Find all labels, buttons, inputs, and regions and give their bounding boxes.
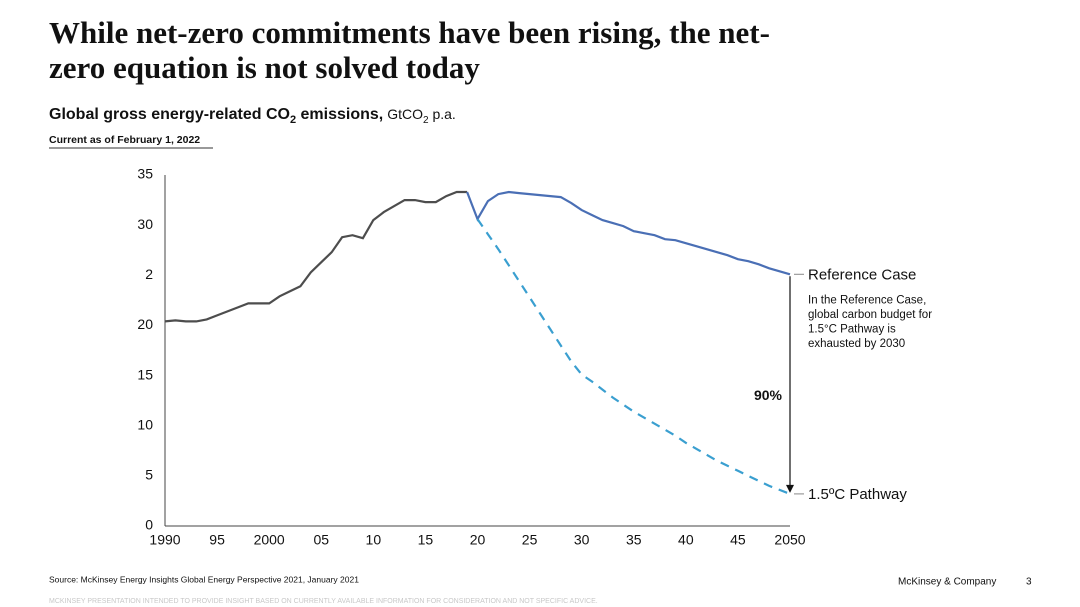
y-tick-label: 15 (137, 366, 153, 382)
y-tick-label: 10 (137, 416, 153, 432)
subtitle-part: 2 (290, 114, 296, 126)
series-line (466, 190, 791, 276)
x-tick-label: 20 (470, 532, 486, 548)
y-tick-label: 5 (145, 467, 153, 483)
unit-part: p.a. (429, 106, 456, 122)
gap-label: 90% (754, 387, 783, 403)
gap-arrowhead (786, 484, 794, 493)
unit-part: GtCO (387, 106, 423, 122)
subtitle-part: emissions, (296, 106, 383, 123)
x-tick-label: 45 (730, 532, 746, 548)
title-line: zero equation is not solved today (49, 50, 480, 85)
title-line: While net-zero commitments have been ris… (49, 15, 770, 50)
x-tick-label: 40 (678, 532, 694, 548)
y-tick-label: 20 (137, 316, 153, 332)
note-line: In the Reference Case, (808, 294, 926, 306)
x-tick-label: 10 (366, 532, 382, 548)
source: Source: McKinsey Energy Insights Global … (49, 574, 359, 584)
y-tick-label: 30 (137, 216, 153, 232)
unit-part: 2 (423, 115, 429, 126)
x-tick-label: 2050 (774, 532, 805, 548)
x-tick-label: 30 (574, 532, 590, 548)
x-tick-label: 25 (522, 532, 538, 548)
note-line: exhausted by 2030 (808, 338, 905, 350)
series-label: Reference Case (808, 266, 916, 283)
page-number: 3 (1026, 577, 1032, 588)
brand: McKinsey & Company (898, 577, 996, 588)
disclaimer: MCKINSEY PRESENTATION INTENDED TO PROVID… (49, 598, 598, 605)
note-line: global carbon budget for (808, 309, 932, 321)
y-tick-label: 35 (137, 166, 153, 182)
x-tick-label: 35 (626, 532, 642, 548)
subtitle: Global gross energy-related CO2 emission… (49, 106, 456, 126)
x-tick-label: 05 (313, 532, 329, 548)
subtitle-part: Global gross energy-related CO (49, 106, 290, 123)
series-line (476, 218, 791, 495)
y-tick-label: 0 (145, 517, 153, 533)
y-tick-label: 2 (145, 266, 153, 282)
x-tick-label: 15 (418, 532, 434, 548)
x-tick-label: 2000 (254, 532, 285, 548)
note-line: 1.5°C Pathway is (808, 323, 896, 335)
series-label: 1.5ºC Pathway (808, 486, 907, 503)
x-tick-label: 95 (209, 532, 225, 548)
date-note: Current as of February 1, 2022 (49, 134, 200, 146)
series-line (164, 190, 468, 323)
x-tick-label: 1990 (149, 532, 180, 548)
